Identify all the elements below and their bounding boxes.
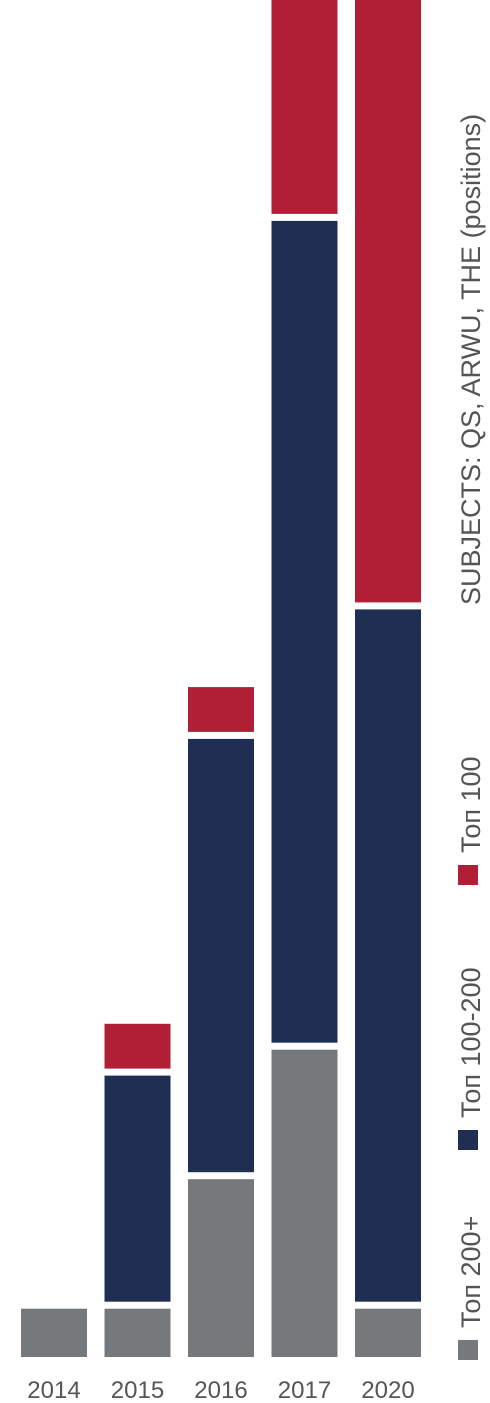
bars-group [21, 0, 421, 1357]
x-axis-tick-labels: 2014 2015 2016 2017 2020 [27, 1377, 414, 1403]
side-legend-and-title: Топ 200+ Топ 100-200 Топ 100 SUBJECTS: Q… [456, 114, 486, 1360]
bar-2017-top100-200 [271, 220, 338, 1043]
legend-label-top100: Топ 100 [456, 756, 486, 853]
bar-2016-top200plus [188, 1179, 254, 1357]
legend-swatch-top100-200 [458, 1130, 478, 1150]
bar-2016-top100 [188, 687, 254, 732]
bar-2017-top100 [271, 0, 338, 214]
legend-swatch-top100 [458, 865, 478, 885]
bar-2016-top100-200 [188, 738, 254, 1173]
x-tick-label-2017: 2017 [278, 1377, 331, 1403]
legend-label-top200plus: Топ 200+ [456, 1216, 486, 1328]
bar-2015-top100-200 [104, 1075, 171, 1302]
x-tick-label-2016: 2016 [194, 1377, 247, 1403]
bar-2017-top200plus [271, 1049, 338, 1357]
chart-title: SUBJECTS: QS, ARWU, THE (positions) [456, 114, 486, 605]
legend-swatch-top200plus [458, 1340, 478, 1360]
x-tick-label-2015: 2015 [111, 1377, 164, 1403]
legend-label-top100-200: Топ 100-200 [456, 967, 486, 1118]
bar-2014-top200plus [21, 1308, 87, 1357]
bar-2015-top100 [104, 1023, 171, 1069]
x-tick-label-2020: 2020 [361, 1377, 414, 1403]
bar-2020-top200plus [355, 1308, 421, 1357]
bar-2020-top100 [355, 0, 421, 603]
bar-2020-top100-200 [355, 609, 421, 1302]
x-tick-label-2014: 2014 [27, 1377, 80, 1403]
bar-2015-top200plus [104, 1308, 171, 1357]
